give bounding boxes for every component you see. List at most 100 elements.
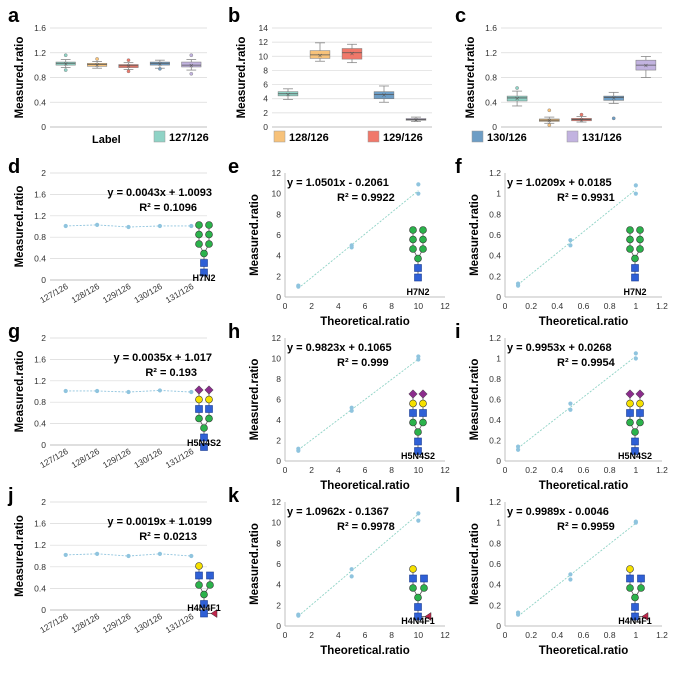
x-tick-label: 0 (283, 465, 288, 475)
outlier-point (95, 57, 99, 61)
y-tick-label: 4 (276, 580, 281, 590)
box-130-126: × (373, 85, 395, 103)
mannose-circle (195, 414, 203, 423)
y-tick-label: 0.4 (34, 419, 46, 429)
r-squared: R² = 0.193 (145, 367, 197, 379)
y-tick-label: 4 (276, 251, 281, 261)
x-tick-label: 0.2 (525, 630, 537, 640)
x-tick-label: 4 (336, 465, 341, 475)
y-tick-label: 0.2 (489, 436, 501, 446)
box-131-126: × (405, 116, 427, 124)
legend-item-129-126: 129/126 (367, 130, 423, 144)
y-tick-label: 8 (276, 538, 281, 548)
y-tick-label: 2 (41, 497, 46, 507)
x-tick-label: 0.4 (551, 465, 563, 475)
y-tick-label: 2 (276, 600, 281, 610)
fit-line (517, 189, 637, 285)
x-tick-label: 0.2 (525, 301, 537, 311)
point-131-126 (189, 389, 194, 395)
data-point (416, 191, 421, 196)
data-point (296, 283, 301, 288)
panel-h: h 0 2 4 6 8 10 12 Measured.ratio 0 2 4 6 8 10 12 Theoret… (228, 321, 450, 492)
glcnac-square (636, 409, 644, 417)
y-tick-label: 6 (276, 559, 281, 569)
x-tick-label: 6 (363, 301, 368, 311)
y-tick-label: 0 (492, 122, 497, 132)
glcnac-square (409, 409, 417, 417)
glcnac-square (414, 447, 422, 455)
panel-letter: i (455, 321, 461, 343)
x-tick-label: 10 (414, 465, 424, 475)
mannose-circle (419, 418, 427, 427)
galactose-circle (626, 399, 634, 408)
glycan-name: H4N4F1 (618, 616, 652, 626)
y-tick-label: 0 (41, 605, 46, 615)
box-body (506, 95, 528, 102)
x-tick-label: 10 (414, 301, 424, 311)
x-tick-label: 6 (363, 465, 368, 475)
x-axis-label: Theoretical.ratio (320, 480, 409, 492)
legend-text: 128/126 (289, 132, 329, 144)
y-tick-label: 6 (276, 395, 281, 405)
legend-swatch (153, 130, 166, 143)
data-point (515, 447, 521, 452)
regression-equation: y = 0.9989x - 0.0046 (507, 506, 609, 518)
y-tick-label: 1 (496, 354, 501, 364)
mannose-circle (631, 254, 639, 263)
y-tick-label: 1.6 (485, 23, 497, 33)
neu5ac-diamond (194, 385, 204, 395)
y-tick-label: 10 (259, 51, 269, 61)
mean-marker: × (189, 63, 194, 70)
glycan-name: H7N2 (192, 273, 215, 283)
glcnac-square (200, 609, 208, 618)
y-tick-label: 0.2 (489, 600, 501, 610)
glcnac-square (414, 264, 422, 272)
r-squared: R² = 0.9931 (557, 192, 615, 204)
point-129-126 (126, 224, 131, 230)
glycan-name: H5N4S2 (187, 438, 221, 448)
y-axis-label: Measured.ratio (14, 351, 26, 433)
glcnac-square (206, 571, 214, 580)
mean-marker: × (318, 52, 323, 59)
legend-swatch (273, 130, 286, 143)
y-tick-label: 0.6 (489, 395, 501, 405)
mannose-circle (409, 418, 417, 427)
x-tick-label: 130/126 (132, 611, 164, 635)
mannose-circle (409, 226, 417, 234)
glcnac-square (631, 447, 639, 455)
box-body (341, 48, 363, 60)
point-129-126 (126, 553, 131, 559)
box-127-126: × (277, 88, 299, 100)
box-128-126: × (539, 108, 560, 127)
x-tick-label: 12 (440, 465, 450, 475)
mannose-circle (419, 245, 427, 253)
y-tick-label: 1.2 (34, 376, 46, 386)
y-tick-label: 8 (263, 65, 268, 75)
y-tick-label: 12 (272, 333, 282, 343)
y-axis-label: Measured.ratio (249, 194, 261, 276)
fit-line (298, 358, 419, 451)
legend-swatch (566, 130, 579, 143)
y-tick-label: 10 (272, 189, 282, 199)
y-axis-label: Measured.ratio (14, 186, 26, 268)
neu5ac-diamond (625, 389, 635, 399)
y-tick-label: 0 (41, 440, 46, 450)
glcnac-square (420, 574, 428, 583)
mean-marker: × (350, 50, 355, 57)
glcnac-square (414, 273, 422, 282)
x-tick-label: 4 (336, 301, 341, 311)
y-tick-label: 12 (259, 37, 269, 47)
data-point (349, 405, 354, 410)
mannose-circle (626, 245, 634, 253)
mannose-circle (626, 584, 634, 592)
y-tick-label: 10 (272, 354, 282, 364)
panel-c: c 0 0.4 0.8 1.2 1.6 Measured.ratio × × × × × (455, 5, 662, 132)
neu5ac-diamond (635, 389, 645, 399)
y-axis-label: Measured.ratio (465, 37, 477, 119)
r-squared: R² = 0.1096 (139, 202, 197, 214)
x-axis-label: Theoretical.ratio (539, 480, 628, 492)
y-axis-label: Measured.ratio (249, 523, 261, 605)
galactose-circle (419, 399, 427, 408)
mannose-circle (409, 245, 417, 253)
x-tick-label: 131/126 (164, 446, 196, 470)
